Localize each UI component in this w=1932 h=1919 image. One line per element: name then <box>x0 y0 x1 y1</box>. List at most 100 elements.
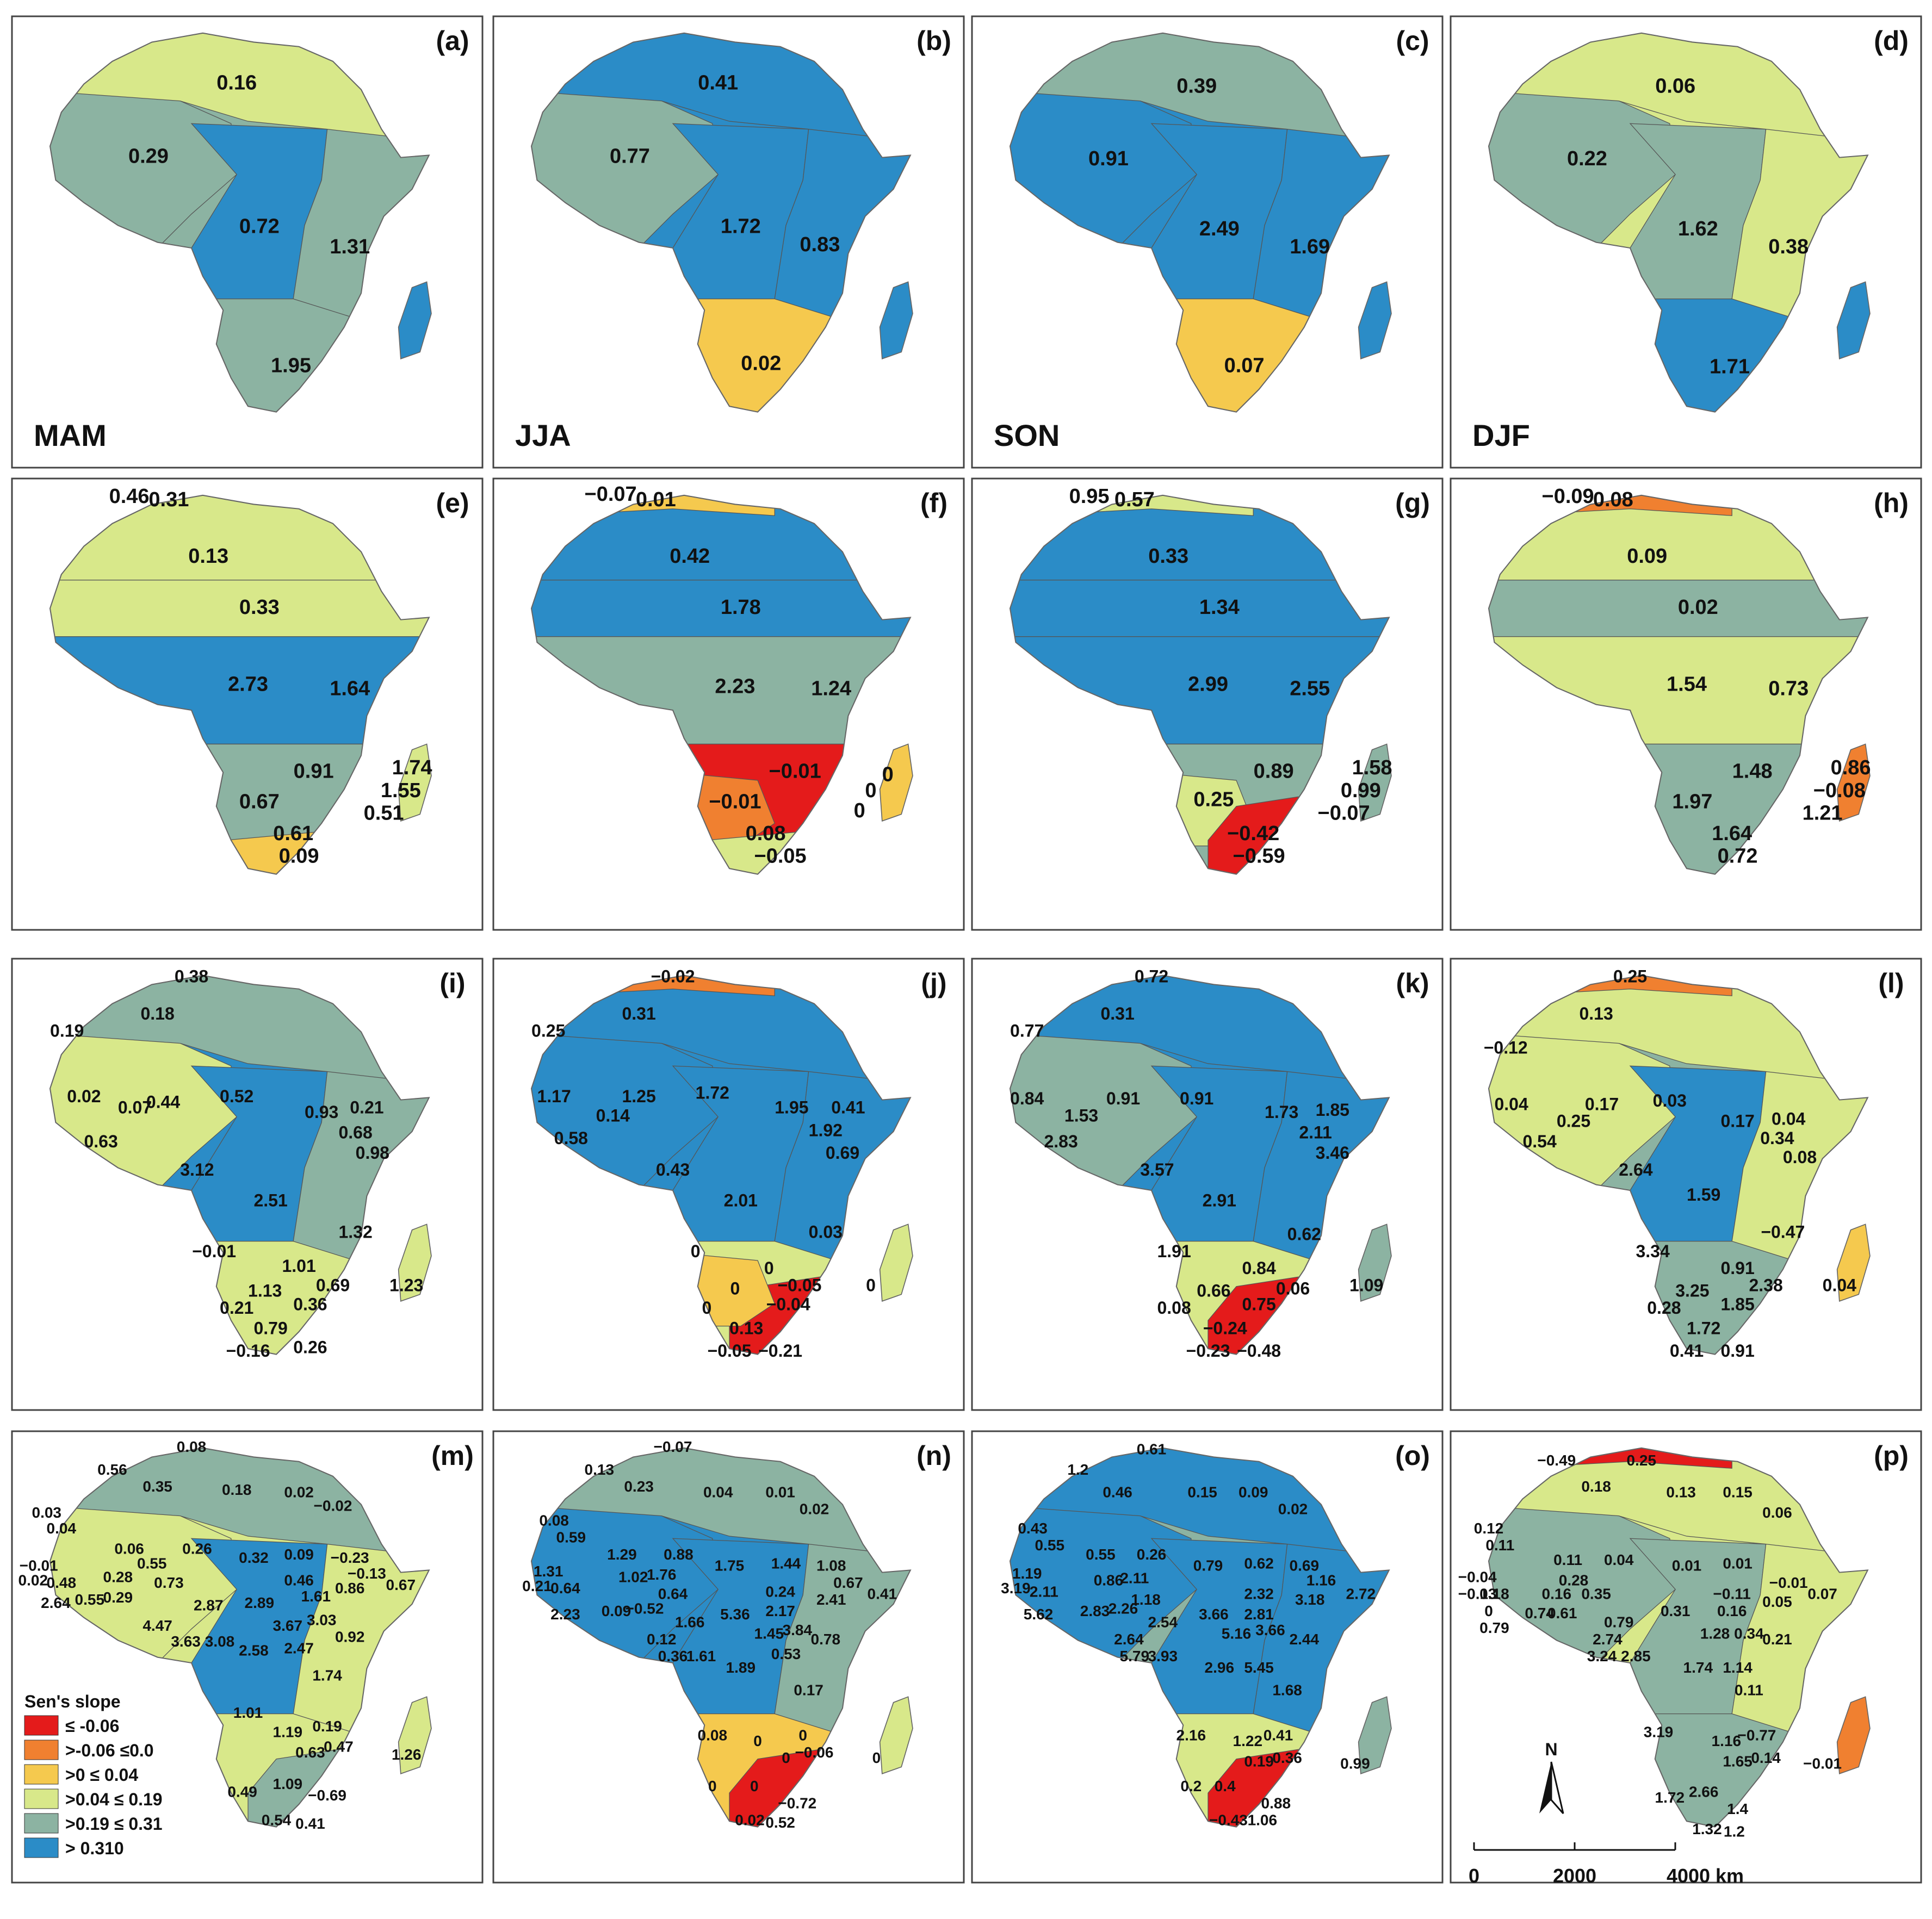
value-label: 3.03 <box>307 1611 337 1628</box>
value-label: 3.19 <box>1644 1723 1674 1740</box>
value-label: 0 <box>702 1298 712 1318</box>
value-label: 0 <box>854 799 865 822</box>
value-label: 0.46 <box>284 1572 314 1589</box>
value-label: 0.57 <box>1114 488 1155 511</box>
map-panel: (k)0.720.310.770.841.530.91 0.911.73 1.852… <box>971 958 1444 1411</box>
value-label: 0.28 <box>1559 1572 1589 1589</box>
value-label: 0.53 <box>771 1645 801 1662</box>
panel-tag: (g) <box>1395 488 1430 518</box>
value-label: 0.08 <box>746 822 786 845</box>
value-label: 1.19 <box>273 1723 303 1740</box>
value-label: 1.72 <box>721 215 761 238</box>
value-label: 0.99 <box>1340 1755 1370 1772</box>
value-label: 0.22 <box>1567 147 1607 170</box>
value-label: 1.31 <box>330 235 370 258</box>
value-label: 0.36 <box>293 1295 327 1314</box>
value-label: 1.92 <box>809 1120 843 1140</box>
value-label: 0.08 <box>1593 488 1633 511</box>
north-arrow-icon <box>1539 1762 1551 1814</box>
value-label: 3.08 <box>205 1633 235 1650</box>
value-label: 2.64 <box>1114 1631 1144 1648</box>
value-label: 0 <box>798 1727 807 1744</box>
value-label: 0.36 <box>1272 1749 1302 1766</box>
value-label: 1.91 <box>1157 1241 1191 1261</box>
value-label: 0.18 <box>1479 1586 1509 1603</box>
value-label: 5.79 <box>1120 1648 1150 1665</box>
value-label: 0.52 <box>220 1086 253 1106</box>
scale-label: 4000 km <box>1667 1865 1744 1887</box>
value-label: 4.47 <box>143 1617 172 1634</box>
panel-tag: (k) <box>1396 968 1429 998</box>
value-label: 2.87 <box>194 1597 224 1613</box>
value-label: 0.72 <box>1718 844 1758 867</box>
region-band2 <box>531 580 911 637</box>
value-label: 0.67 <box>833 1574 863 1591</box>
panel-tag: (f) <box>920 488 948 518</box>
value-label: 0.43 <box>656 1160 690 1179</box>
value-label: −0.08 <box>1813 779 1866 802</box>
value-label: 0.03 <box>809 1222 843 1241</box>
panel-tag: (e) <box>436 488 469 518</box>
value-label: 0.07 <box>118 1098 152 1117</box>
value-label: 2.54 <box>1148 1614 1178 1631</box>
value-label: 1.95 <box>271 354 311 377</box>
value-label: 1.4 <box>1727 1800 1748 1817</box>
value-label: 2.96 <box>1205 1659 1235 1676</box>
value-label: 1.32 <box>338 1222 372 1241</box>
value-label: 1.61 <box>301 1588 331 1605</box>
value-label: −0.77 <box>1738 1727 1776 1744</box>
map-panel: (m)0.080.560.35 0.18 0.02−0.020.030.040.06… <box>11 1430 484 1884</box>
value-label: 1.89 <box>726 1659 756 1676</box>
value-label: 0.19 <box>1244 1753 1274 1769</box>
value-label: 2.23 <box>715 675 755 698</box>
value-label: 1.48 <box>1732 760 1773 782</box>
value-label: 0.01 <box>1672 1557 1702 1574</box>
value-label: 2.73 <box>228 673 268 695</box>
value-label: 1.72 <box>1687 1318 1720 1338</box>
value-label: 0.66 <box>1197 1281 1230 1301</box>
value-label: 0.91 <box>1720 1341 1754 1361</box>
value-label: 0.62 <box>1244 1555 1274 1572</box>
value-label: 0.52 <box>765 1814 795 1831</box>
panel-tag: (p) <box>1874 1440 1909 1471</box>
value-label: −0.11 <box>1713 1586 1751 1603</box>
value-label: 0.12 <box>647 1631 677 1648</box>
value-label: −0.12 <box>1484 1038 1528 1057</box>
value-label: 0.56 <box>97 1461 127 1478</box>
value-label: 0 <box>691 1241 701 1261</box>
value-label: 0.14 <box>596 1106 630 1125</box>
value-label: 1.45 <box>754 1625 784 1642</box>
value-label: 1.09 <box>1349 1275 1383 1295</box>
value-label: 0.86 <box>335 1580 365 1597</box>
value-label: −0.05 <box>777 1275 821 1295</box>
legend-label: >0.19 ≤ 0.31 <box>65 1814 163 1834</box>
value-label: 0.91 <box>1106 1089 1140 1108</box>
value-label: 0.13 <box>1666 1483 1696 1500</box>
value-label: 1.75 <box>715 1557 745 1574</box>
value-label: 0 <box>730 1278 740 1298</box>
value-label: 1.68 <box>1272 1681 1302 1698</box>
value-label: 2.38 <box>1749 1275 1782 1295</box>
value-label: −0.72 <box>778 1794 816 1811</box>
value-label: 0.19 <box>312 1718 342 1735</box>
value-label: 2.41 <box>816 1591 846 1608</box>
value-label: −0.59 <box>1233 844 1285 867</box>
value-label: 0.18 <box>222 1481 252 1498</box>
value-label: 0.11 <box>1735 1681 1763 1698</box>
value-label: 0 <box>865 779 876 802</box>
value-label: 2.64 <box>41 1594 71 1611</box>
value-label: 1.97 <box>1672 791 1712 813</box>
value-label: 0.02 <box>67 1086 101 1106</box>
value-label: 0.86 <box>1831 756 1871 779</box>
value-label: 0.21 <box>350 1098 383 1117</box>
value-label: 1.23 <box>389 1275 423 1295</box>
map-panel: (h) −0.090.08 0.09 0.02 1.54 0.73 1.48 1.97 0.86… <box>1450 477 1922 931</box>
value-label: 0 <box>782 1749 790 1766</box>
scale-label: 2000 <box>1553 1865 1596 1887</box>
value-label: −0.01 <box>769 760 821 782</box>
value-label: −0.01 <box>709 791 761 813</box>
value-label: 1.28 <box>1700 1625 1730 1642</box>
value-label: 0.4 <box>1215 1778 1236 1794</box>
value-label: 2.49 <box>1199 218 1240 240</box>
map-panel: (c) SON 0.39 0.91 2.49 1.69 0.07 <box>971 15 1444 469</box>
